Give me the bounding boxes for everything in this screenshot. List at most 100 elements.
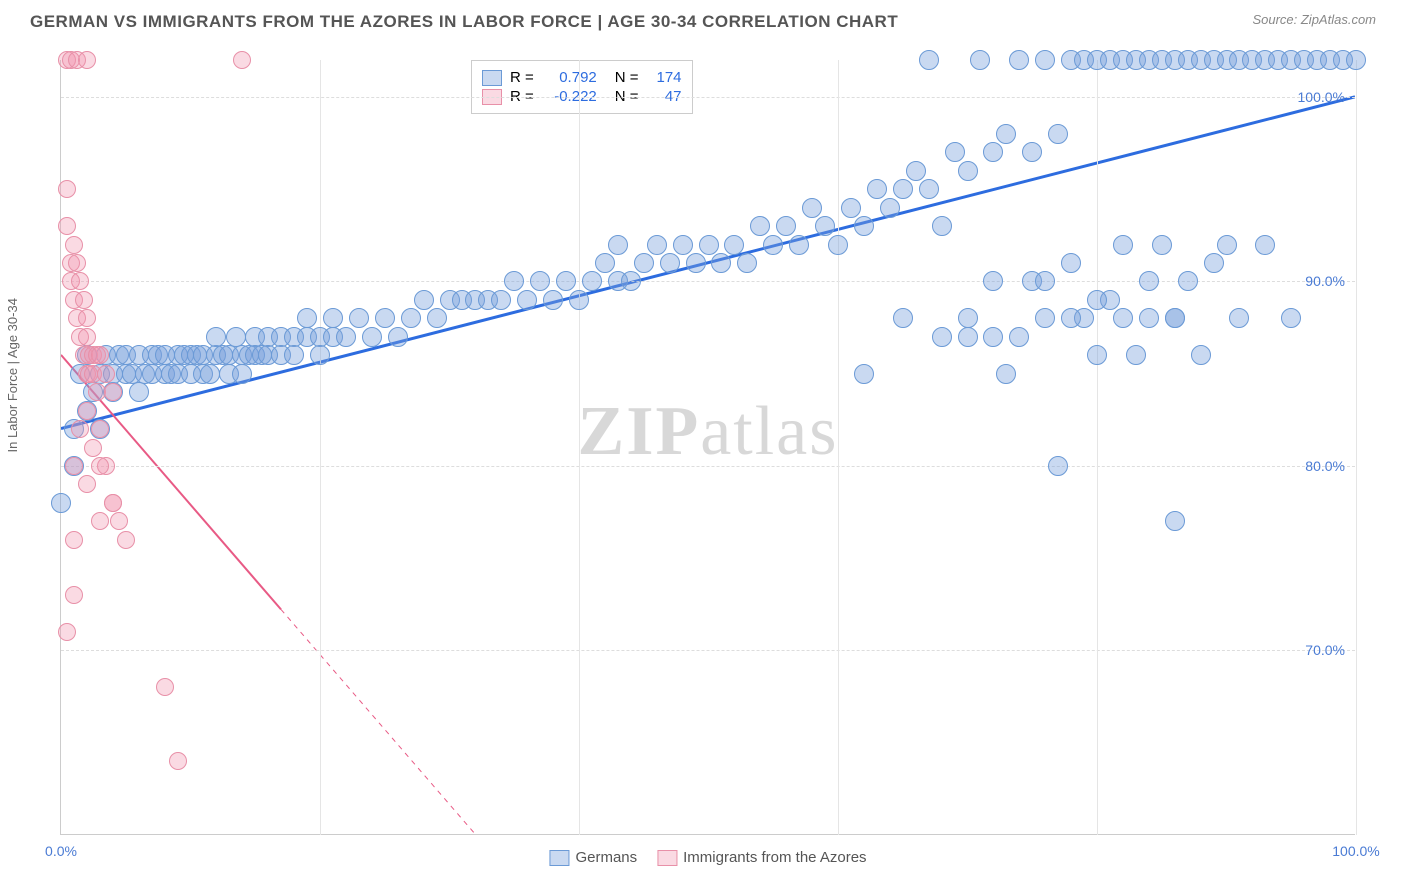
- data-point: [65, 531, 83, 549]
- data-point: [958, 308, 978, 328]
- data-point: [880, 198, 900, 218]
- data-point: [893, 308, 913, 328]
- xtick-label: 0.0%: [45, 843, 77, 859]
- data-point: [556, 271, 576, 291]
- data-point: [104, 383, 122, 401]
- data-point: [1009, 50, 1029, 70]
- data-point: [1191, 345, 1211, 365]
- data-point: [1165, 308, 1185, 328]
- data-point: [323, 308, 343, 328]
- data-point: [569, 290, 589, 310]
- data-point: [91, 346, 109, 364]
- data-point: [1048, 456, 1068, 476]
- data-point: [919, 179, 939, 199]
- swatch-azores: [657, 850, 677, 866]
- chart-title: GERMAN VS IMMIGRANTS FROM THE AZORES IN …: [30, 12, 898, 32]
- data-point: [97, 365, 115, 383]
- data-point: [1087, 345, 1107, 365]
- ytick-label: 80.0%: [1305, 458, 1345, 474]
- data-point: [750, 216, 770, 236]
- data-point: [58, 180, 76, 198]
- data-point: [129, 382, 149, 402]
- gridline-h: [61, 281, 1355, 282]
- data-point: [595, 253, 615, 273]
- n-value-germans: 174: [647, 69, 682, 86]
- legend-label-germans: Germans: [575, 849, 637, 866]
- r-value-germans: 0.792: [542, 69, 597, 86]
- r-label: R =: [510, 69, 534, 86]
- data-point: [117, 531, 135, 549]
- y-axis-label: In Labor Force | Age 30-34: [5, 298, 20, 452]
- data-point: [543, 290, 563, 310]
- stats-legend-box: R = 0.792 N = 174 R = -0.222 N = 47: [471, 60, 693, 114]
- data-point: [1048, 124, 1068, 144]
- data-point: [1165, 511, 1185, 531]
- data-point: [58, 623, 76, 641]
- data-point: [1217, 235, 1237, 255]
- data-point: [297, 308, 317, 328]
- data-point: [91, 457, 109, 475]
- data-point: [867, 179, 887, 199]
- source-label: Source: ZipAtlas.com: [1252, 12, 1376, 27]
- data-point: [932, 327, 952, 347]
- data-point: [1113, 308, 1133, 328]
- data-point: [310, 345, 330, 365]
- data-point: [1139, 308, 1159, 328]
- gridline-v: [838, 60, 839, 835]
- data-point: [156, 678, 174, 696]
- data-point: [91, 420, 109, 438]
- data-point: [815, 216, 835, 236]
- data-point: [414, 290, 434, 310]
- data-point: [427, 308, 447, 328]
- data-point: [349, 308, 369, 328]
- data-point: [1061, 308, 1081, 328]
- data-point: [582, 271, 602, 291]
- data-point: [68, 254, 86, 272]
- data-point: [763, 235, 783, 255]
- gridline-v: [579, 60, 580, 835]
- data-point: [1126, 345, 1146, 365]
- trend-lines: [61, 60, 1355, 834]
- n-label: N =: [615, 69, 639, 86]
- data-point: [65, 457, 83, 475]
- data-point: [776, 216, 796, 236]
- data-point: [530, 271, 550, 291]
- bottom-legend: Germans Immigrants from the Azores: [549, 849, 866, 866]
- data-point: [1009, 327, 1029, 347]
- data-point: [802, 198, 822, 218]
- data-point: [78, 309, 96, 327]
- data-point: [983, 327, 1003, 347]
- gridline-h: [61, 650, 1355, 651]
- data-point: [724, 235, 744, 255]
- gridline-h: [61, 97, 1355, 98]
- data-point: [206, 327, 226, 347]
- data-point: [504, 271, 524, 291]
- data-point: [854, 216, 874, 236]
- data-point: [996, 124, 1016, 144]
- data-point: [996, 364, 1016, 384]
- data-point: [686, 253, 706, 273]
- data-point: [647, 235, 667, 255]
- data-point: [1087, 290, 1107, 310]
- data-point: [841, 198, 861, 218]
- data-point: [919, 50, 939, 70]
- ytick-label: 70.0%: [1305, 642, 1345, 658]
- data-point: [71, 420, 89, 438]
- data-point: [828, 235, 848, 255]
- data-point: [71, 272, 89, 290]
- data-point: [1061, 253, 1081, 273]
- data-point: [970, 50, 990, 70]
- data-point: [1139, 271, 1159, 291]
- swatch-germans: [482, 70, 502, 86]
- data-point: [699, 235, 719, 255]
- data-point: [906, 161, 926, 181]
- data-point: [169, 752, 187, 770]
- data-point: [660, 253, 680, 273]
- ytick-label: 90.0%: [1305, 273, 1345, 289]
- data-point: [58, 217, 76, 235]
- gridline-v: [1356, 60, 1357, 835]
- data-point: [200, 364, 220, 384]
- data-point: [789, 235, 809, 255]
- data-point: [78, 51, 96, 69]
- data-point: [958, 327, 978, 347]
